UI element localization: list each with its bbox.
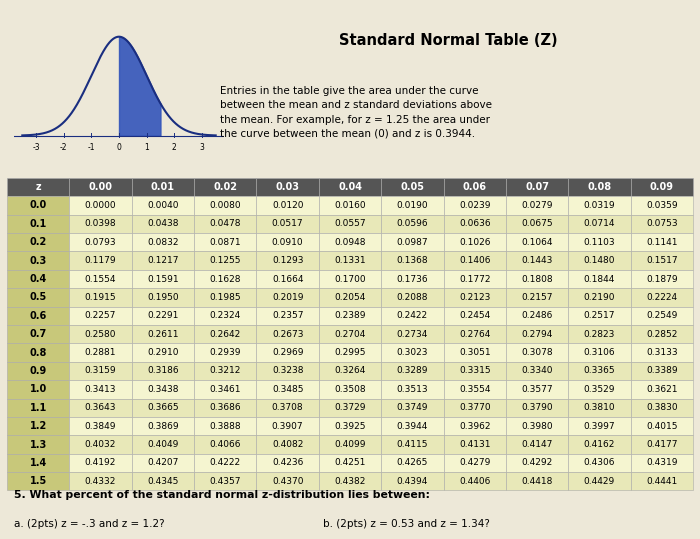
Text: a. (2pts) z = -.3 and z = 1.2?: a. (2pts) z = -.3 and z = 1.2? [14,519,164,529]
Text: -3: -3 [32,143,40,152]
Text: 3: 3 [199,143,204,152]
Text: b. (2pts) z = 0.53 and z = 1.34?: b. (2pts) z = 0.53 and z = 1.34? [323,519,489,529]
Text: 5. What percent of the standard normal z-distribution lies between:: 5. What percent of the standard normal z… [14,490,430,500]
Text: 0: 0 [117,143,121,152]
Text: 1: 1 [144,143,149,152]
Text: -1: -1 [88,143,95,152]
Text: -2: -2 [60,143,67,152]
Text: 2: 2 [172,143,176,152]
Text: Standard Normal Table (Z): Standard Normal Table (Z) [339,33,557,48]
Text: Entries in the table give the area under the curve
between the mean and z standa: Entries in the table give the area under… [220,86,491,139]
